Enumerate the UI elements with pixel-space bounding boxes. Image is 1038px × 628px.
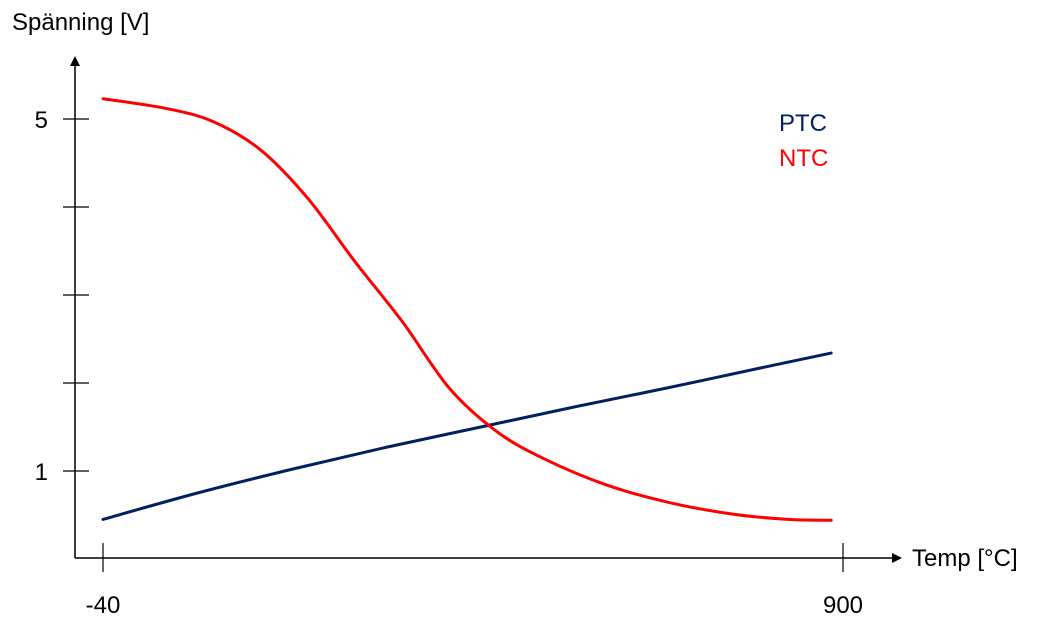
series-line-ptc bbox=[101, 351, 833, 521]
x-tick-label: 900 bbox=[823, 592, 863, 619]
legend: PTC NTC bbox=[779, 110, 828, 172]
legend-ptc: PTC bbox=[779, 110, 827, 137]
y-ticks: 15 bbox=[35, 107, 89, 486]
y-axis-label: Spänning [V] bbox=[12, 9, 149, 36]
x-axis-label: Temp [°C] bbox=[912, 545, 1018, 572]
x-ticks: -40 900 bbox=[86, 543, 863, 619]
x-tick-label: -40 bbox=[86, 592, 121, 619]
y-tick-label: 5 bbox=[35, 107, 48, 134]
legend-ntc: NTC bbox=[779, 145, 828, 172]
y-tick-label: 1 bbox=[35, 459, 48, 486]
series-layer bbox=[101, 97, 833, 522]
series-line-ntc bbox=[101, 97, 833, 522]
